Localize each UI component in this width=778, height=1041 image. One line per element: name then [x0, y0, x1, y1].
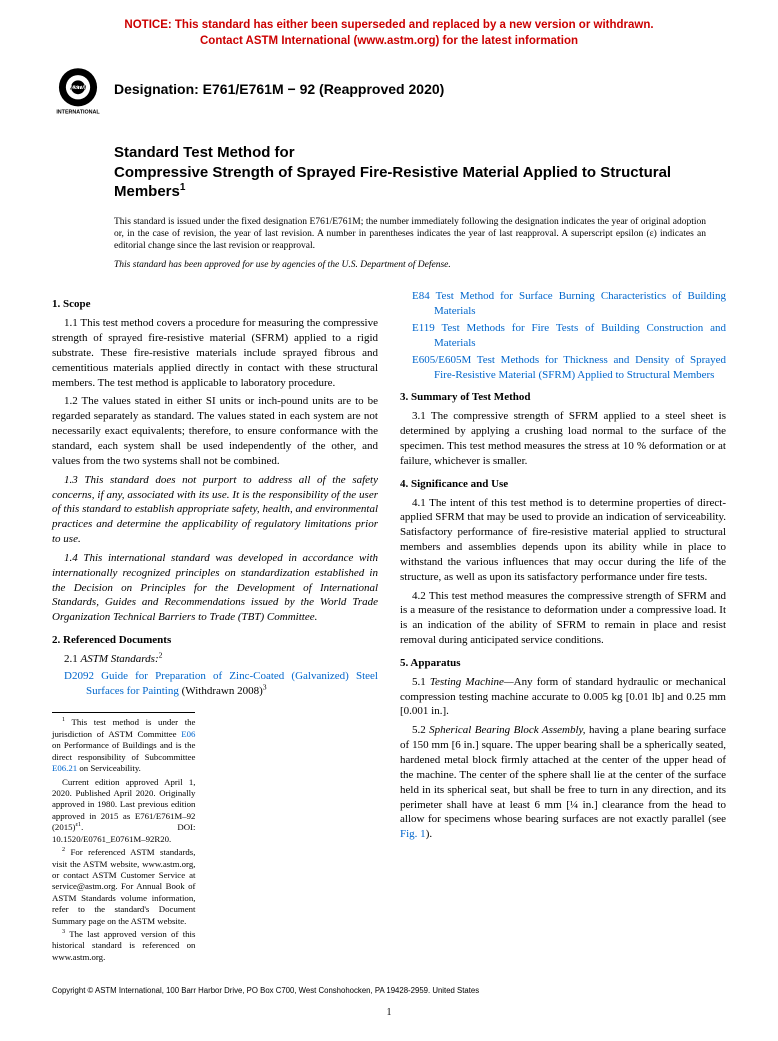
footnote-2: 2 For referenced ASTM standards, visit t… [52, 847, 195, 927]
fn1c: on Serviceability. [77, 763, 141, 773]
fn3: The last approved version of this histor… [52, 929, 195, 962]
notice-line1: NOTICE: This standard has either been su… [124, 19, 653, 31]
sec3-head: 3. Summary of Test Method [400, 390, 726, 405]
page-number: 1 [0, 1006, 778, 1020]
ref-d2092: D2092 Guide for Preparation of Zinc-Coat… [52, 669, 378, 699]
ref-e84: E84 Test Method for Surface Burning Char… [400, 289, 726, 319]
approved-note: This standard has been approved for use … [114, 259, 706, 272]
sec1-p4: 1.4 This international standard was deve… [52, 551, 378, 625]
fn2: For referenced ASTM standards, visit the… [52, 847, 195, 926]
title-block: Standard Test Method for Compressive Str… [114, 143, 726, 202]
sec5-p2: 5.2 Spherical Bearing Block Assembly, ha… [400, 723, 726, 842]
sec5-p2-text: having a plane bearing surface of 150 mm… [400, 724, 726, 825]
ref-e84-code[interactable]: E84 [412, 290, 430, 302]
sec5-p1: 5.1 Testing Machine—Any form of standard… [400, 675, 726, 720]
sec5-p2-end: ). [426, 828, 432, 840]
right-column: E84 Test Method for Surface Burning Char… [400, 289, 726, 965]
sec4-head: 4. Significance and Use [400, 477, 726, 492]
title-main: Compressive Strength of Sprayed Fire-Res… [114, 163, 726, 202]
sec2-head: 2. Referenced Documents [52, 633, 378, 648]
ref-e605-text[interactable]: Test Methods for Thickness and Density o… [434, 354, 726, 381]
sec3-p1: 3.1 The compressive strength of SFRM app… [400, 409, 726, 468]
ref-e119: E119 Test Methods for Fire Tests of Buil… [400, 321, 726, 351]
title-main-text: Compressive Strength of Sprayed Fire-Res… [114, 164, 671, 201]
fn1a: This test method is under the jurisdicti… [52, 717, 195, 738]
sec2-p21: 2.1 ASTM Standards:2 [52, 652, 378, 667]
ref-d2092-code[interactable]: D2092 [64, 670, 94, 682]
sec2-p21-label: 2.1 [64, 653, 81, 665]
issue-block: This standard is issued under the fixed … [114, 216, 706, 253]
sec1-head: 1. Scope [52, 297, 378, 312]
designation: Designation: E761/E761M − 92 (Reapproved… [114, 80, 444, 99]
fn1b: on Performance of Buildings and is the d… [52, 740, 195, 761]
ref-e605-code[interactable]: E605/E605M [412, 354, 471, 366]
sec5-p1-pre: 5.1 [412, 676, 430, 688]
title-sup: 1 [180, 182, 186, 193]
notice-banner: NOTICE: This standard has either been su… [52, 18, 726, 49]
footnote-3: 3 The last approved version of this hist… [52, 929, 195, 963]
fn1-e06[interactable]: E06 [181, 729, 195, 739]
sec1-p1: 1.1 This test method covers a procedure … [52, 316, 378, 390]
copyright: Copyright © ASTM International, 100 Barr… [52, 986, 479, 997]
sec5-p2-fig[interactable]: Fig. 1 [400, 828, 426, 840]
ref-e119-text[interactable]: Test Methods for Fire Tests of Building … [434, 322, 726, 349]
ref-e84-text[interactable]: Test Method for Surface Burning Characte… [430, 290, 726, 317]
ref-d2092-withdrawn: (Withdrawn 2008) [179, 685, 263, 697]
svg-text:INTERNATIONAL: INTERNATIONAL [56, 109, 100, 115]
ref-e119-code[interactable]: E119 [412, 322, 435, 334]
sec5-p2-term: Spherical Bearing Block Assembly, [429, 724, 589, 736]
sec5-p2-pre: 5.2 [412, 724, 429, 736]
sec4-p2: 4.2 This test method measures the compre… [400, 589, 726, 648]
footnote-1a: 1 This test method is under the jurisdic… [52, 717, 195, 774]
left-column: 1. Scope 1.1 This test method covers a p… [52, 289, 378, 965]
notice-line2: Contact ASTM International (www.astm.org… [200, 35, 578, 47]
sec1-p2: 1.2 The values stated in either SI units… [52, 394, 378, 468]
ref-e605: E605/E605M Test Methods for Thickness an… [400, 353, 726, 383]
footnote-1b: Current edition approved April 1, 2020. … [52, 777, 195, 846]
fn1-e0621[interactable]: E06.21 [52, 763, 77, 773]
title-pre: Standard Test Method for [114, 143, 726, 163]
astm-logo: ASTM INTERNATIONAL [52, 63, 104, 115]
sec2-p21-text: ASTM Standards: [81, 653, 159, 665]
sec2-p21-sup: 2 [159, 650, 163, 659]
header-row: ASTM INTERNATIONAL Designation: E761/E76… [52, 63, 726, 115]
sec1-p3: 1.3 This standard does not purport to ad… [52, 473, 378, 547]
ref-d2092-sup: 3 [263, 682, 267, 691]
footnotes: 1 This test method is under the jurisdic… [52, 712, 195, 963]
sec4-p1: 4.1 The intent of this test method is to… [400, 496, 726, 585]
sec5-p1-term: Testing Machine— [430, 676, 514, 688]
body-columns: 1. Scope 1.1 This test method covers a p… [52, 289, 726, 965]
svg-text:ASTM: ASTM [69, 85, 86, 91]
sec5-head: 5. Apparatus [400, 656, 726, 671]
